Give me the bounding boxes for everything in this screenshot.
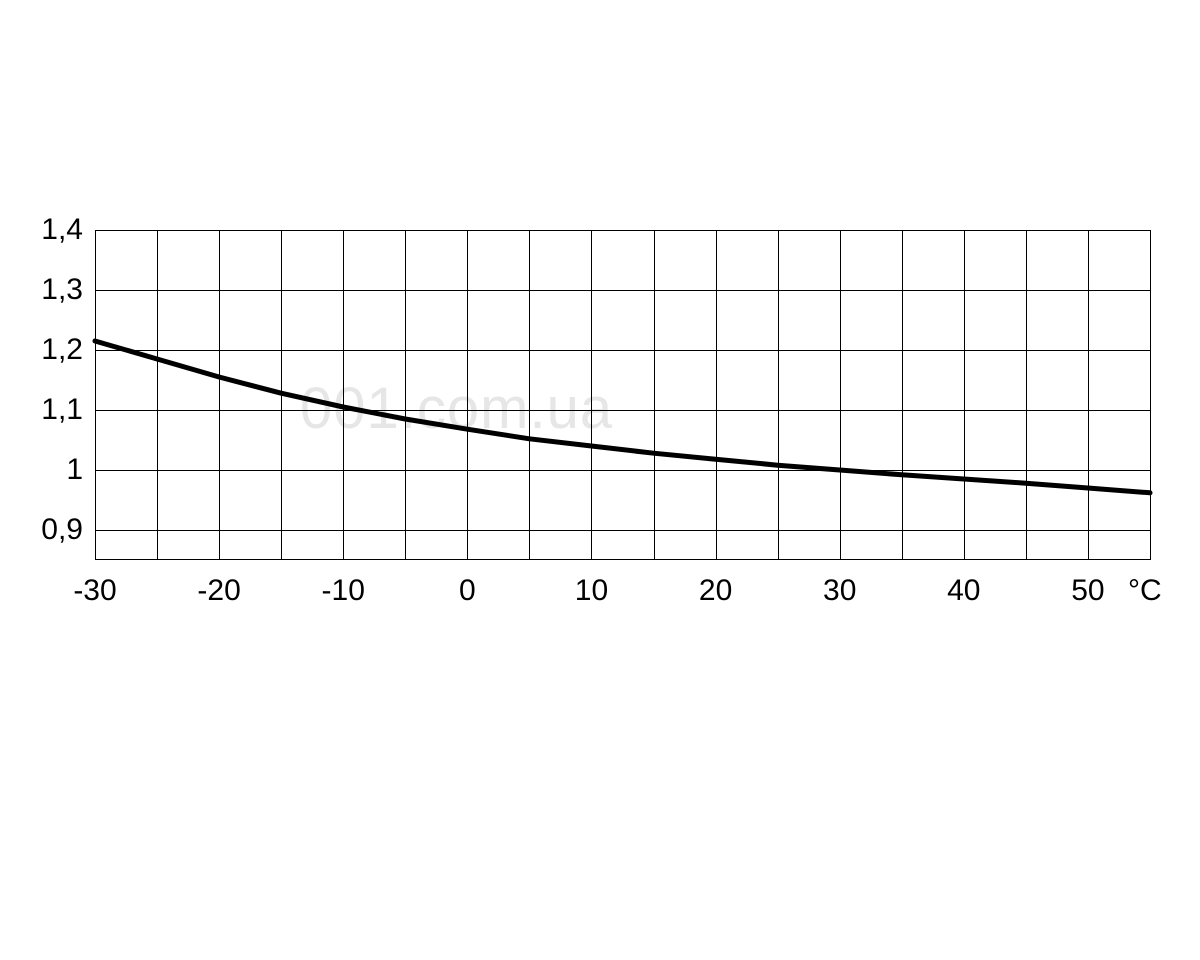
x-axis-unit-label: °C bbox=[1128, 560, 1162, 608]
y-tick-label: 1,4 bbox=[41, 213, 95, 247]
gridline-vertical bbox=[157, 230, 158, 560]
gridline-vertical bbox=[591, 230, 592, 560]
x-tick-label: -20 bbox=[197, 560, 240, 608]
x-tick-label: -10 bbox=[322, 560, 365, 608]
y-tick-label: 1,2 bbox=[41, 333, 95, 367]
gridline-vertical bbox=[1088, 230, 1089, 560]
gridline-vertical bbox=[467, 230, 468, 560]
plot-area: 001.com.ua 0,911,11,21,31,401020304050-3… bbox=[95, 230, 1150, 560]
gridline-horizontal bbox=[95, 230, 1150, 231]
gridline-vertical bbox=[1026, 230, 1027, 560]
gridline-horizontal bbox=[95, 410, 1150, 411]
y-tick-label: 0,9 bbox=[41, 513, 95, 547]
gridline-vertical bbox=[778, 230, 779, 560]
gridline-vertical bbox=[902, 230, 903, 560]
gridline-horizontal bbox=[95, 290, 1150, 291]
x-tick-label: 0 bbox=[459, 560, 476, 608]
y-tick-label: 1,3 bbox=[41, 273, 95, 307]
plot-bottom-border bbox=[95, 559, 1150, 560]
gridline-vertical bbox=[529, 230, 530, 560]
gridline-vertical bbox=[405, 230, 406, 560]
x-tick-label: 50 bbox=[1071, 560, 1104, 608]
x-tick-label: 40 bbox=[947, 560, 980, 608]
y-tick-label: 1,1 bbox=[41, 393, 95, 427]
gridline-vertical bbox=[716, 230, 717, 560]
gridline-vertical bbox=[95, 230, 96, 560]
x-tick-label: 10 bbox=[575, 560, 608, 608]
gridline-vertical bbox=[219, 230, 220, 560]
series-layer bbox=[95, 230, 1150, 560]
gridline-horizontal bbox=[95, 530, 1150, 531]
gridline-horizontal bbox=[95, 470, 1150, 471]
x-tick-label: 20 bbox=[699, 560, 732, 608]
gridline-vertical bbox=[840, 230, 841, 560]
x-tick-label: 30 bbox=[823, 560, 856, 608]
gridline-vertical bbox=[654, 230, 655, 560]
x-tick-label: -30 bbox=[73, 560, 116, 608]
gridline-vertical bbox=[1150, 230, 1151, 560]
gridline-vertical bbox=[964, 230, 965, 560]
y-tick-label: 1 bbox=[66, 453, 95, 487]
gridline-vertical bbox=[281, 230, 282, 560]
gridline-vertical bbox=[343, 230, 344, 560]
gridline-horizontal bbox=[95, 350, 1150, 351]
